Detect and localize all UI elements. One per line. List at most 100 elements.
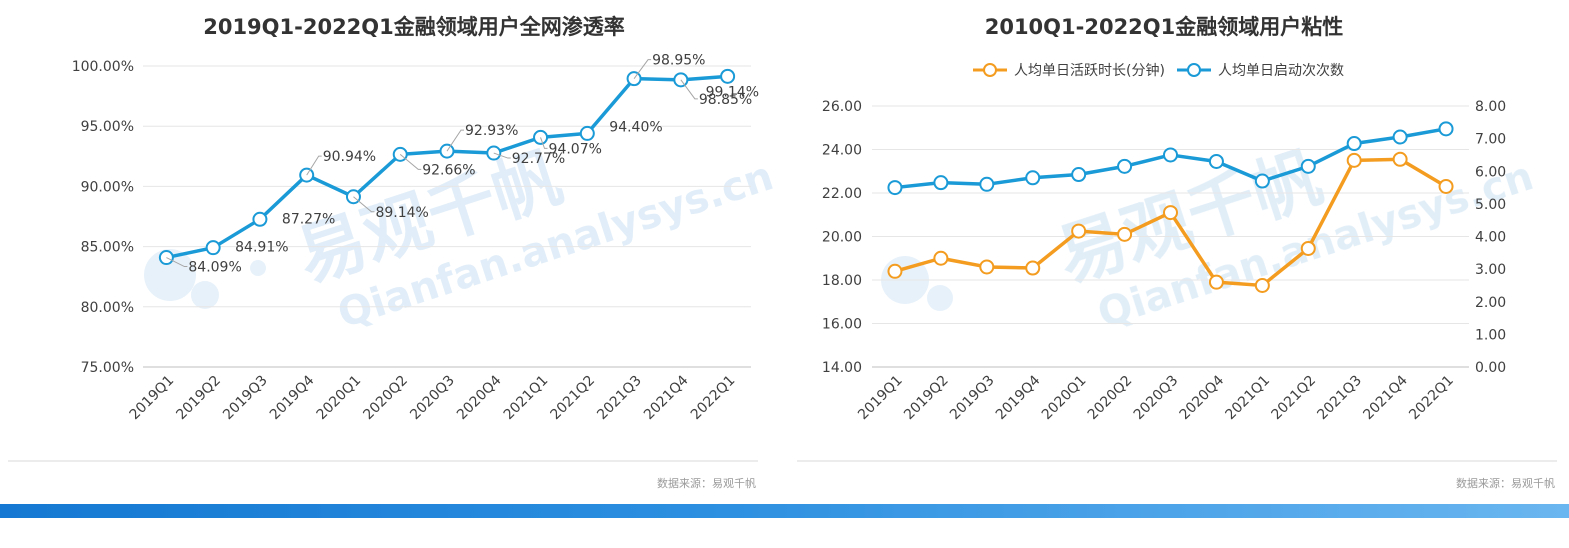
- x-tick-label: 2021Q1: [501, 373, 552, 424]
- data-point: [1208, 153, 1224, 169]
- data-point: [1025, 170, 1041, 186]
- x-tick-label: 2020Q4: [1177, 372, 1228, 423]
- x-tick-label: 2021Q4: [1360, 372, 1411, 423]
- y-right-tick-label: 1.00: [1475, 327, 1506, 343]
- data-label: 92.93%: [465, 123, 518, 139]
- data-point: [1300, 158, 1316, 174]
- y-right-tick-label: 6.00: [1475, 164, 1506, 180]
- label-leader-line: [493, 152, 511, 159]
- data-point: [1438, 121, 1454, 137]
- legend-marker: [983, 63, 997, 77]
- label-leader-line: [353, 196, 375, 213]
- data-label: 98.95%: [652, 53, 705, 69]
- data-label: 84.91%: [235, 240, 288, 256]
- data-label: 90.94%: [323, 149, 376, 165]
- data-point: [887, 180, 903, 196]
- data-point: [205, 240, 221, 256]
- x-tick-label: 2022Q1: [688, 373, 739, 424]
- data-point: [1346, 152, 1362, 168]
- y-left-tick-label: 26.00: [822, 99, 862, 115]
- x-tick-label: 2021Q3: [1314, 373, 1365, 424]
- watermark-logo-small-dot-icon: [250, 260, 266, 276]
- data-point: [979, 176, 995, 192]
- y-tick-label: 80.00%: [81, 300, 134, 316]
- x-tick-label: 2019Q1: [855, 373, 906, 424]
- y-tick-label: 75.00%: [81, 360, 134, 376]
- data-point: [1392, 151, 1408, 167]
- label-leader-line: [166, 257, 188, 268]
- data-point: [720, 68, 736, 84]
- y-left-tick-label: 16.00: [822, 317, 862, 333]
- data-point: [1117, 158, 1133, 174]
- x-tick-label: 2021Q2: [548, 373, 599, 424]
- y-tick-label: 100.00%: [72, 59, 134, 75]
- x-tick-label: 2020Q3: [407, 373, 458, 424]
- data-point: [1071, 167, 1087, 183]
- label-leader-line: [306, 155, 322, 176]
- x-tick-label: 2019Q1: [127, 373, 178, 424]
- chart-2-source: 数据来源：易观千帆: [1456, 476, 1555, 490]
- data-label: 87.27%: [282, 211, 335, 227]
- y-left-tick-label: 20.00: [822, 230, 862, 246]
- watermark-logo-dot-icon: [191, 281, 219, 309]
- y-left-tick-label: 24.00: [822, 143, 862, 159]
- x-tick-label: 2020Q2: [1085, 373, 1136, 424]
- data-point: [1392, 129, 1408, 145]
- y-right-tick-label: 5.00: [1475, 197, 1506, 213]
- data-point: [579, 125, 595, 141]
- x-tick-label: 2020Q3: [1131, 373, 1182, 424]
- data-label: 99.14%: [706, 84, 759, 100]
- x-tick-label: 2019Q4: [267, 372, 318, 423]
- y-left-tick-label: 18.00: [822, 273, 862, 289]
- data-label: 84.09%: [188, 260, 241, 276]
- watermark-logo-icon: [144, 249, 196, 301]
- watermark-left: 易观千帆 Qianfan.analysys.cn: [144, 139, 779, 337]
- data-point: [979, 259, 995, 275]
- x-tick-label: 2022Q1: [1406, 373, 1457, 424]
- data-point: [1071, 223, 1087, 239]
- x-tick-label: 2019Q4: [993, 372, 1044, 423]
- x-tick-label: 2021Q1: [1223, 373, 1274, 424]
- data-label: 94.07%: [549, 141, 602, 157]
- y-right-tick-label: 8.00: [1475, 99, 1506, 115]
- bottom-accent-bar: [0, 504, 1569, 518]
- x-tick-label: 2019Q2: [901, 373, 952, 424]
- x-tick-label: 2019Q3: [947, 373, 998, 424]
- y-left-tick-label: 22.00: [822, 186, 862, 202]
- data-point: [1254, 277, 1270, 293]
- x-tick-label: 2021Q4: [641, 372, 692, 423]
- data-point: [887, 263, 903, 279]
- x-tick-label: 2020Q1: [314, 373, 365, 424]
- watermark-logo-dot-icon: [927, 285, 953, 311]
- data-point: [1254, 173, 1270, 189]
- label-leader-line: [680, 79, 698, 100]
- data-point: [1163, 147, 1178, 163]
- y-right-tick-label: 7.00: [1475, 132, 1506, 148]
- legend-label: 人均单日活跃时长(分钟): [1014, 62, 1165, 79]
- data-point: [933, 175, 949, 191]
- chart-1-source: 数据来源：易观千帆: [657, 476, 756, 490]
- label-leader-line: [399, 153, 422, 170]
- data-label: 94.40%: [609, 119, 662, 135]
- data-point: [1163, 205, 1178, 221]
- x-tick-label: 2020Q4: [454, 372, 505, 423]
- y-right-tick-label: 4.00: [1475, 230, 1506, 246]
- watermark-right: 易观千帆 Qianfan.analysys.cn: [881, 139, 1539, 337]
- data-point: [1438, 178, 1454, 194]
- legend-marker: [1187, 63, 1201, 77]
- data-point: [1025, 260, 1041, 276]
- data-label: 92.77%: [512, 151, 565, 167]
- y-tick-label: 95.00%: [81, 119, 134, 135]
- x-tick-label: 2019Q3: [220, 373, 271, 424]
- x-tick-label: 2020Q1: [1039, 373, 1090, 424]
- legend-label: 人均单日启动次次数: [1218, 63, 1344, 79]
- y-right-tick-label: 3.00: [1475, 262, 1506, 278]
- label-leader-line: [446, 129, 464, 152]
- data-label: 92.66%: [422, 162, 475, 178]
- x-tick-label: 2019Q2: [173, 373, 224, 424]
- data-label: 89.14%: [375, 205, 428, 221]
- x-tick-label: 2021Q2: [1268, 373, 1319, 424]
- data-point: [1208, 274, 1224, 290]
- data-point: [252, 211, 268, 227]
